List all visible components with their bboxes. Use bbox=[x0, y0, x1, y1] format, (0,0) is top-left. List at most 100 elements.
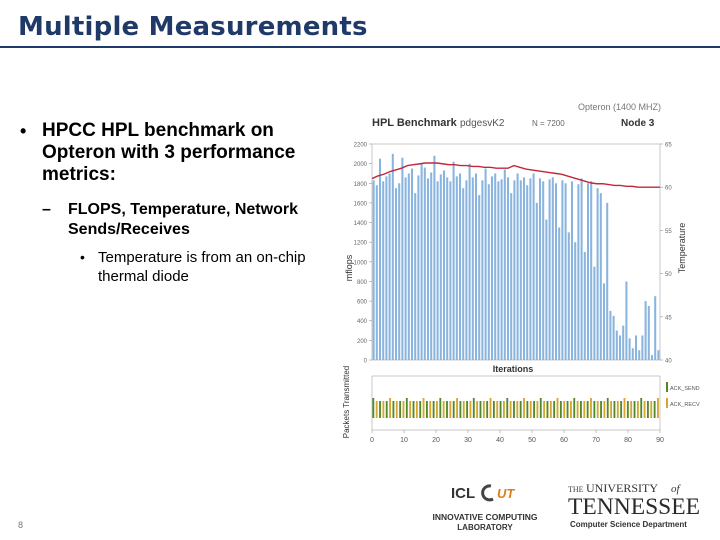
packet-stripe bbox=[546, 401, 549, 418]
packet-stripe bbox=[456, 398, 458, 418]
utk-tennessee-text: TENNESSEE bbox=[568, 494, 700, 519]
packet-stripe bbox=[616, 401, 619, 418]
packet-stripe bbox=[529, 401, 532, 418]
packet-stripe bbox=[395, 401, 398, 418]
flops-bar bbox=[401, 157, 404, 360]
packet-stripe bbox=[533, 401, 535, 418]
packet-stripe bbox=[643, 401, 646, 418]
packet-stripe bbox=[499, 401, 502, 418]
packet-stripe bbox=[432, 401, 435, 418]
flops-bar bbox=[420, 163, 423, 360]
flops-bar bbox=[638, 350, 641, 360]
flops-bar bbox=[490, 176, 494, 360]
flops-bar bbox=[647, 306, 650, 360]
packet-stripe bbox=[600, 401, 602, 418]
packet-stripe bbox=[509, 401, 512, 418]
flops-bar bbox=[378, 158, 382, 360]
packet-stripe bbox=[442, 401, 445, 418]
packet-stripe bbox=[469, 401, 472, 418]
y-tick-label: 2200 bbox=[354, 143, 368, 149]
packet-stripe bbox=[472, 398, 475, 418]
packet-stripe bbox=[402, 401, 405, 418]
flops-bar bbox=[452, 161, 455, 360]
packet-stripe bbox=[566, 401, 569, 418]
flops-bar bbox=[513, 180, 516, 360]
y-tick-label: 1000 bbox=[354, 260, 368, 266]
packet-stripe bbox=[569, 401, 572, 418]
packet-stripe bbox=[603, 401, 606, 418]
flops-bar bbox=[590, 181, 593, 360]
flops-bar bbox=[503, 169, 506, 360]
flops-bar bbox=[529, 178, 532, 360]
flops-bar bbox=[532, 173, 535, 360]
flops-bar bbox=[404, 177, 407, 360]
bullet-level1-text: HPCC HPL benchmark on Opteron with 3 per… bbox=[42, 120, 296, 185]
packet-stripe bbox=[436, 401, 438, 418]
y-tick-label: 0 bbox=[364, 359, 368, 365]
flops-bar bbox=[548, 179, 551, 360]
bullet-dot-icon: • bbox=[20, 121, 27, 141]
packet-stripe bbox=[506, 398, 509, 418]
bullet-dot-icon: • bbox=[80, 249, 85, 265]
legend-swatch bbox=[666, 382, 668, 392]
packet-stripe bbox=[496, 401, 499, 418]
packet-stripe bbox=[489, 398, 492, 418]
packet-stripe bbox=[415, 401, 418, 418]
packet-stripe bbox=[523, 398, 525, 418]
flops-bar bbox=[430, 172, 433, 360]
y-tick-label: 1600 bbox=[354, 201, 368, 207]
packet-stripe bbox=[486, 401, 489, 418]
page-number: 8 bbox=[18, 520, 24, 530]
x-tick-label: 50 bbox=[528, 437, 536, 444]
packet-stripe bbox=[519, 401, 522, 418]
flops-bar bbox=[510, 193, 513, 360]
flops-bar bbox=[478, 195, 481, 360]
main-plot: 0 200 400 600 800 1000 1200 1400 1600 1800 2000 220… bbox=[354, 143, 673, 365]
packet-stripe bbox=[573, 398, 576, 418]
y2-tick-label: 45 bbox=[665, 315, 672, 321]
packet-stripe bbox=[563, 401, 566, 418]
packet-stripe bbox=[382, 401, 385, 418]
flops-bar bbox=[468, 163, 471, 360]
flops-bar bbox=[506, 177, 510, 360]
flops-bar bbox=[481, 180, 484, 360]
flops-bar bbox=[631, 348, 634, 360]
legend-swatch bbox=[666, 398, 668, 408]
packet-stripe bbox=[399, 401, 402, 418]
flops-bar bbox=[650, 355, 654, 360]
utk-university-text: UNIVERSITY bbox=[586, 481, 658, 495]
flops-bar bbox=[442, 170, 446, 360]
bullet-level1: • HPCC HPL benchmark on Opteron with 3 p… bbox=[18, 120, 338, 186]
flops-bar bbox=[526, 185, 529, 360]
y-tick-label: 2000 bbox=[354, 162, 368, 168]
flops-bar bbox=[583, 252, 586, 360]
icl-line2: LABORATORY bbox=[457, 523, 513, 532]
packet-stripe bbox=[653, 401, 656, 418]
bullet-list: • HPCC HPL benchmark on Opteron with 3 p… bbox=[18, 120, 338, 286]
packet-stripe bbox=[650, 401, 653, 418]
flops-bar bbox=[449, 181, 452, 360]
packet-stripe bbox=[553, 401, 556, 418]
packet-stripe bbox=[630, 401, 633, 418]
flops-bar bbox=[462, 188, 465, 360]
flops-bar bbox=[494, 173, 497, 360]
packet-stripe bbox=[580, 401, 582, 418]
bullet-level2-text: FLOPS, Temperature, Network Sends/Receiv… bbox=[68, 201, 298, 238]
flops-bar bbox=[654, 296, 657, 360]
y2-tick-label: 55 bbox=[665, 229, 672, 235]
packet-stripe bbox=[482, 401, 485, 418]
packets-frame bbox=[371, 375, 661, 431]
packet-stripe bbox=[503, 401, 505, 418]
icl-swoosh-icon bbox=[481, 484, 494, 502]
packets-y-axis-label: Packets Transmitted bbox=[342, 366, 351, 438]
packet-stripe bbox=[459, 401, 462, 418]
utk-of-text: of bbox=[671, 483, 682, 495]
packet-stripe bbox=[446, 401, 448, 418]
flops-bar bbox=[593, 266, 596, 360]
packet-stripe bbox=[606, 398, 609, 418]
x-tick-label: 70 bbox=[592, 437, 600, 444]
flops-bar bbox=[625, 281, 628, 360]
packet-stripe bbox=[543, 401, 546, 418]
flops-bar bbox=[500, 179, 503, 360]
packet-stripe bbox=[596, 401, 599, 418]
